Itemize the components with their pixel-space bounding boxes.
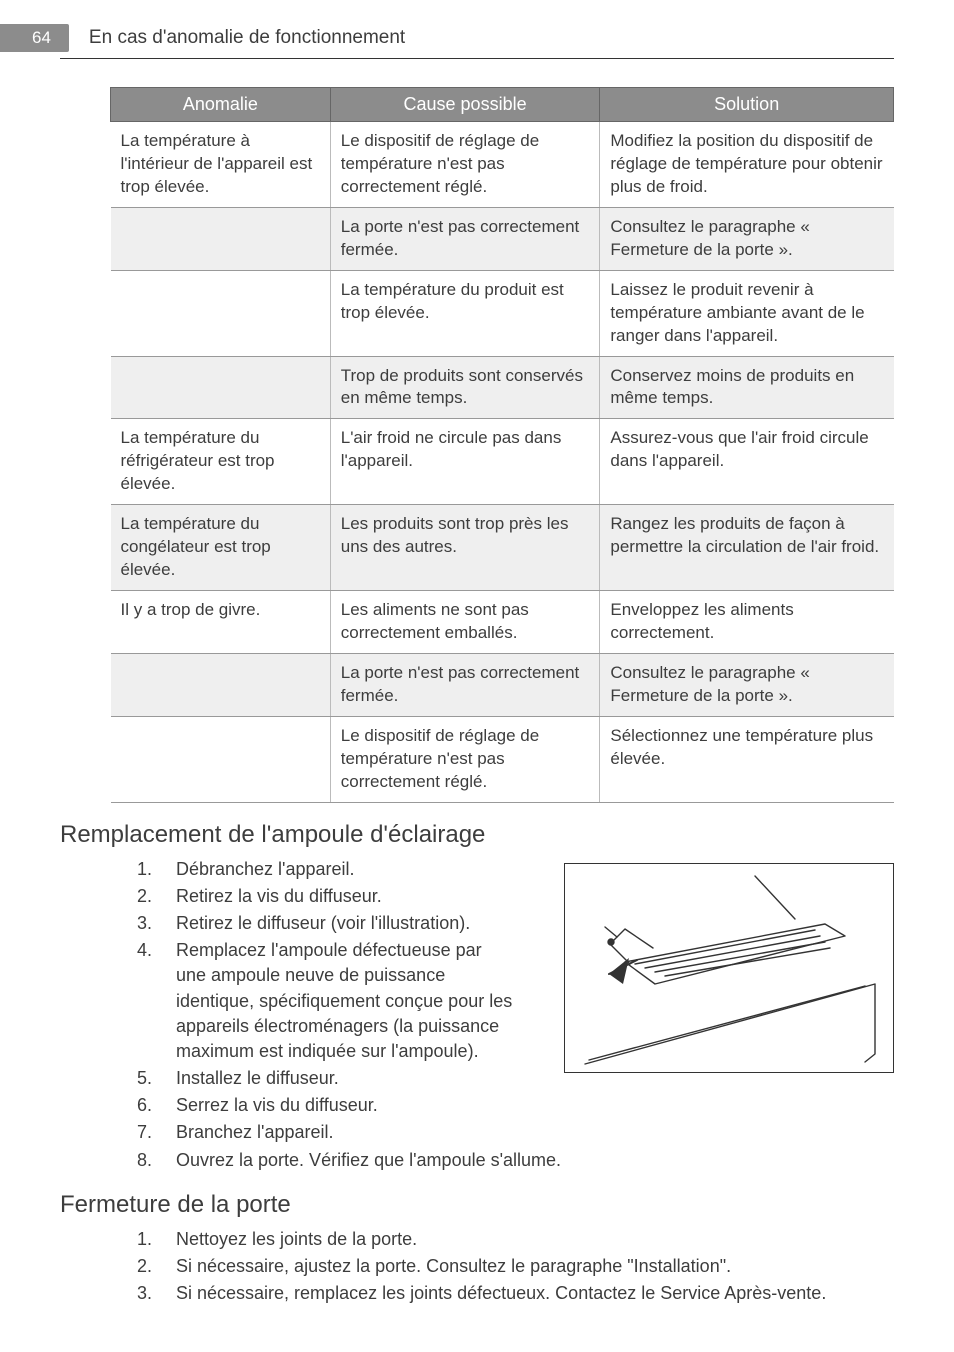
list-number: 4.: [130, 938, 152, 1064]
cell-solution: Modifiez la position du dispositif de ré…: [600, 122, 894, 208]
table-row: La température du produit est trop élevé…: [111, 270, 894, 356]
table-body: La température à l'intérieur de l'appare…: [111, 122, 894, 803]
list-item: 3. Si nécessaire, remplacez les joints dé…: [130, 1281, 894, 1306]
diffuser-illustration: [564, 863, 894, 1073]
list-number: 3.: [130, 911, 152, 936]
page-header: 64 En cas d'anomalie de fonctionnement: [60, 24, 894, 52]
list-item: 4.Remplacez l'ampoule défectueuse par un…: [130, 938, 544, 1064]
table-row: Trop de produits sont conservés en même …: [111, 356, 894, 419]
list-text: Serrez la vis du diffuseur.: [176, 1093, 516, 1118]
list-text: Remplacez l'ampoule défectueuse par une …: [176, 938, 516, 1064]
list-number: 2.: [130, 1254, 152, 1279]
list-text: Branchez l'appareil.: [176, 1120, 894, 1145]
list-text: Si nécessaire, remplacez les joints défe…: [176, 1281, 894, 1306]
diffuser-illustration-svg: [565, 864, 895, 1074]
cell-solution: Rangez les produits de façon à permettre…: [600, 505, 894, 591]
sections-container: Remplacement de l'ampoule d'éclairage 1. D…: [60, 821, 894, 1307]
cell-solution: Enveloppez les aliments correctement.: [600, 591, 894, 654]
list-item: 1. Débranchez l'appareil.: [130, 857, 544, 882]
table-row: La température à l'intérieur de l'appare…: [111, 122, 894, 208]
cell-anomaly: Il y a trop de givre.: [111, 591, 331, 654]
page: 64 En cas d'anomalie de fonctionnement A…: [0, 0, 954, 1348]
cell-solution: Consultez le paragraphe « Fermeture de l…: [600, 653, 894, 716]
table-row: Il y a trop de givre.Les aliments ne son…: [111, 591, 894, 654]
header-section-title: En cas d'anomalie de fonctionnement: [89, 27, 405, 49]
cell-solution: Consultez le paragraphe « Fermeture de l…: [600, 207, 894, 270]
troubleshooting-table: Anomalie Cause possible Solution La temp…: [110, 87, 894, 803]
cell-anomaly: [111, 716, 331, 802]
header-rule: [60, 58, 894, 59]
table-row: La température du congélateur est trop é…: [111, 505, 894, 591]
list-item: 5. Installez le diffuseur.: [130, 1066, 544, 1091]
list-item: 2. Si nécessaire, ajustez la porte. Consu…: [130, 1254, 894, 1279]
cell-solution: Laissez le produit revenir à température…: [600, 270, 894, 356]
list-number: 1.: [130, 857, 152, 882]
section-heading: Fermeture de la porte: [60, 1191, 894, 1219]
list-text: Si nécessaire, ajustez la porte. Consult…: [176, 1254, 894, 1279]
cell-cause: La porte n'est pas correctement fermée.: [330, 653, 600, 716]
table-row: Le dispositif de réglage de température …: [111, 716, 894, 802]
list-text: Nettoyez les joints de la porte.: [176, 1227, 894, 1252]
section-body: 1. Débranchez l'appareil. 2. Retirez la vis…: [60, 857, 894, 1121]
cell-anomaly: [111, 653, 331, 716]
list-item: 2. Retirez la vis du diffuseur.: [130, 884, 544, 909]
table-row: La porte n'est pas correctement fermée.C…: [111, 207, 894, 270]
list-text: Ouvrez la porte. Vérifiez que l'ampoule …: [176, 1148, 894, 1173]
table-header-solution: Solution: [600, 88, 894, 122]
list-number: 2.: [130, 884, 152, 909]
cell-anomaly: La température du réfrigérateur est trop…: [111, 419, 331, 505]
page-number-tab: 64: [0, 24, 69, 52]
list-number: 1.: [130, 1227, 152, 1252]
cell-anomaly: La température à l'intérieur de l'appare…: [111, 122, 331, 208]
list-item: 8. Ouvrez la porte. Vérifiez que l'ampoul…: [130, 1148, 894, 1173]
list-number: 8.: [130, 1148, 152, 1173]
cell-anomaly: [111, 356, 331, 419]
list-text: Installez le diffuseur.: [176, 1066, 516, 1091]
list-text: Retirez la vis du diffuseur.: [176, 884, 516, 909]
list-number: 7.: [130, 1120, 152, 1145]
cell-anomaly: La température du congélateur est trop é…: [111, 505, 331, 591]
list-number: 6.: [130, 1093, 152, 1118]
table-header-anomaly: Anomalie: [111, 88, 331, 122]
cell-cause: Le dispositif de réglage de température …: [330, 716, 600, 802]
cell-cause: Trop de produits sont conservés en même …: [330, 356, 600, 419]
ordered-list: 1. Nettoyez les joints de la porte. 2. Si n…: [130, 1227, 894, 1307]
section-body: 1. Nettoyez les joints de la porte. 2. Si n…: [60, 1227, 894, 1307]
cell-cause: L'air froid ne circule pas dans l'appare…: [330, 419, 600, 505]
cell-cause: Les produits sont trop près les uns des …: [330, 505, 600, 591]
cell-cause: Les aliments ne sont pas correctement em…: [330, 591, 600, 654]
cell-anomaly: [111, 207, 331, 270]
ordered-list: 1. Débranchez l'appareil. 2. Retirez la vis…: [130, 857, 544, 1121]
cell-solution: Assurez-vous que l'air froid circule dan…: [600, 419, 894, 505]
table-header-row: Anomalie Cause possible Solution: [111, 88, 894, 122]
list-number: 3.: [130, 1281, 152, 1306]
list-text: Retirez le diffuseur (voir l'illustratio…: [176, 911, 516, 936]
cell-anomaly: [111, 270, 331, 356]
cell-solution: Conservez moins de produits en même temp…: [600, 356, 894, 419]
list-number: 5.: [130, 1066, 152, 1091]
ordered-list-continued: 7. Branchez l'appareil. 8. Ouvrez la porte.…: [130, 1120, 894, 1172]
section-heading: Remplacement de l'ampoule d'éclairage: [60, 821, 894, 849]
list-item: 1. Nettoyez les joints de la porte.: [130, 1227, 894, 1252]
cell-solution: Sélectionnez une température plus élevée…: [600, 716, 894, 802]
list-text: Débranchez l'appareil.: [176, 857, 516, 882]
table-header-cause: Cause possible: [330, 88, 600, 122]
list-item: 6. Serrez la vis du diffuseur.: [130, 1093, 544, 1118]
list-item: 7. Branchez l'appareil.: [130, 1120, 894, 1145]
table-row: La porte n'est pas correctement fermée.C…: [111, 653, 894, 716]
cell-cause: La température du produit est trop élevé…: [330, 270, 600, 356]
table-row: La température du réfrigérateur est trop…: [111, 419, 894, 505]
list-item: 3. Retirez le diffuseur (voir l'illustrat…: [130, 911, 544, 936]
cell-cause: Le dispositif de réglage de température …: [330, 122, 600, 208]
cell-cause: La porte n'est pas correctement fermée.: [330, 207, 600, 270]
